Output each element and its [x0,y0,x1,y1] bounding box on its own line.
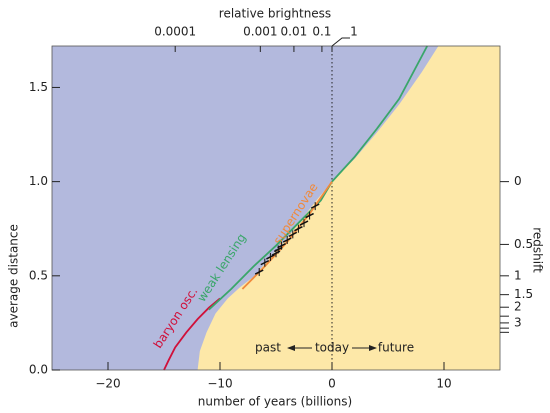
series-line [208,45,428,311]
x-tick-label: 0 [328,377,336,391]
y-axis-title: average distance [7,224,21,328]
x-tick-label: −10 [207,377,232,391]
y2-tick-label: 3 [514,315,522,329]
x2-tick-label: 0.1 [312,25,331,39]
plot-frame [51,45,501,371]
x2-leader [331,37,350,47]
future-region [197,46,500,370]
y-tick-label: 0.0 [29,363,48,377]
y2-tick-label: 2 [514,300,522,314]
x-axis-title: number of years (billions) [198,395,352,409]
y2-axis-title: redshift [531,227,545,273]
chart-title: relative brightness [219,7,331,21]
y2-tick-label: 1 [514,268,522,282]
y-tick-label: 0.5 [29,268,48,282]
x2-tick-label: 1 [350,25,358,39]
y2-tick-label: 0.5 [514,237,533,251]
annotation: today [315,341,349,355]
x2-tick-label: 0.0001 [154,25,196,39]
x2-tick-label: 0.01 [281,25,308,39]
plot-area [52,46,500,370]
annotation: future [378,341,414,355]
x-tick-label: 10 [436,377,451,391]
y2-tick-label: 0 [514,174,522,188]
series-line [163,297,221,371]
y-tick-label: 1.0 [29,174,48,188]
x2-tick-label: 0.001 [243,25,277,39]
annotation: past [255,341,281,355]
y2-tick-label: 1.5 [514,287,533,301]
y-tick-label: 1.5 [29,80,48,94]
x-tick-label: −20 [95,377,120,391]
